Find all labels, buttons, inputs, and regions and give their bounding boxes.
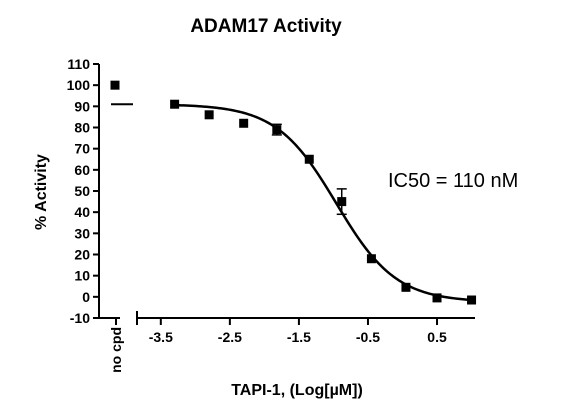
y-tick-label: 70 xyxy=(74,141,90,157)
data-point xyxy=(366,254,376,264)
x-tick-label: -1.5 xyxy=(287,329,311,345)
x-tick-label: -3.5 xyxy=(149,329,173,345)
fit-curve xyxy=(171,103,472,302)
y-tick-label: 10 xyxy=(74,268,90,284)
data-point xyxy=(337,197,347,207)
y-tick-label: 80 xyxy=(74,120,90,136)
control-group xyxy=(110,80,133,106)
y-tick-label: 60 xyxy=(74,162,90,178)
y-axis-title: % Activity xyxy=(33,154,50,230)
fit-group xyxy=(171,103,472,302)
ic50-annotation: IC50 = 110 nM xyxy=(388,170,518,192)
y-tick-label: 40 xyxy=(74,204,90,220)
data-point xyxy=(239,118,249,128)
data-point xyxy=(272,125,282,135)
y-tick-label: 30 xyxy=(74,225,90,241)
y-tick-label: 90 xyxy=(74,98,90,114)
chart-title: ADAM17 Activity xyxy=(190,16,342,37)
data-point xyxy=(204,110,214,120)
y-tick-label: 100 xyxy=(67,77,91,93)
y-tick-label: -10 xyxy=(70,310,90,326)
x-tick-label: -0.5 xyxy=(356,329,380,345)
x-axis-title: TAPI-1, (Log[µM]) xyxy=(231,382,363,399)
points-group xyxy=(170,99,477,305)
y-tick-label: 110 xyxy=(67,56,90,72)
x-tick-label: 0.5 xyxy=(427,329,447,345)
x-tick-label: -2.5 xyxy=(218,329,242,345)
data-point xyxy=(467,295,477,305)
data-point xyxy=(304,154,314,164)
y-axis: -10 0 10 20 30 40 50 60 70 80 90 100 110 xyxy=(67,56,100,326)
y-tick-label: 0 xyxy=(82,289,90,305)
data-point xyxy=(401,282,411,292)
y-tick-label: 50 xyxy=(74,183,90,199)
data-point xyxy=(432,293,442,303)
y-tick-label: 20 xyxy=(74,247,90,263)
control-label: no cpd xyxy=(108,327,124,373)
control-point xyxy=(110,80,120,90)
x-axis: -3.5 -2.5 -1.5 -0.5 0.5 xyxy=(99,311,475,345)
data-point xyxy=(170,99,180,109)
